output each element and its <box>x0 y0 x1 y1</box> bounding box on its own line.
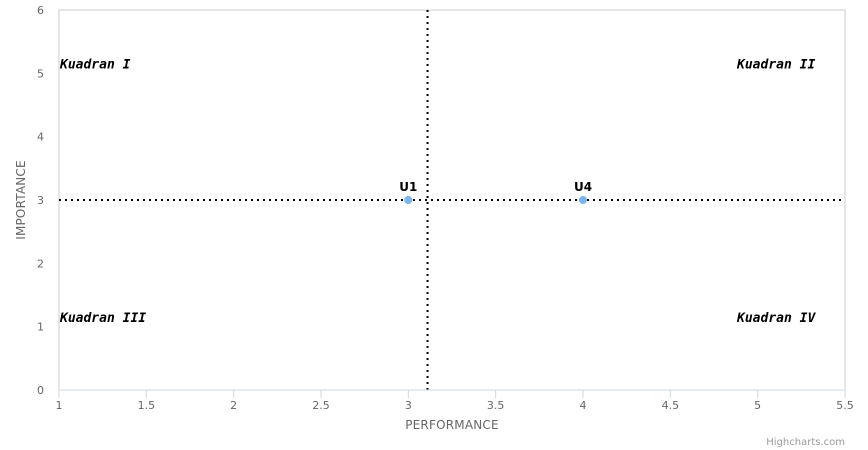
y-tick-label: 3 <box>37 194 44 207</box>
y-tick-label: 1 <box>37 321 44 334</box>
x-tick-label: 5 <box>754 399 761 412</box>
y-tick-label: 2 <box>37 257 44 270</box>
data-label: U1 <box>399 180 417 194</box>
y-axis-title: IMPORTANCE <box>14 160 28 240</box>
quadrant-label: Kuadran II <box>736 58 815 73</box>
x-tick-label: 1.5 <box>138 399 156 412</box>
x-tick-label: 3.5 <box>487 399 505 412</box>
data-point <box>404 196 413 204</box>
quadrant-label: Kuadran III <box>59 311 146 326</box>
y-tick-label: 4 <box>37 131 44 144</box>
quadrant-label: Kuadran IV <box>736 311 816 326</box>
credits-link[interactable]: Highcharts.com <box>766 437 845 448</box>
plot-border <box>58 9 846 391</box>
x-axis-title: PERFORMANCE <box>405 418 499 432</box>
quadrant-label: Kuadran I <box>59 58 131 73</box>
y-tick-label: 6 <box>37 4 44 17</box>
x-tick-label: 3 <box>405 399 412 412</box>
data-point <box>579 196 587 204</box>
x-tick-label: 2.5 <box>312 399 330 412</box>
data-label: U4 <box>574 180 592 194</box>
y-tick-label: 5 <box>37 67 44 80</box>
x-tick-label: 5.5 <box>836 399 854 412</box>
x-tick-label: 1 <box>56 399 63 412</box>
x-tick-label: 4.5 <box>662 399 680 412</box>
x-tick-label: 4 <box>580 399 587 412</box>
y-tick-label: 0 <box>37 384 44 397</box>
x-tick-label: 2 <box>230 399 237 412</box>
